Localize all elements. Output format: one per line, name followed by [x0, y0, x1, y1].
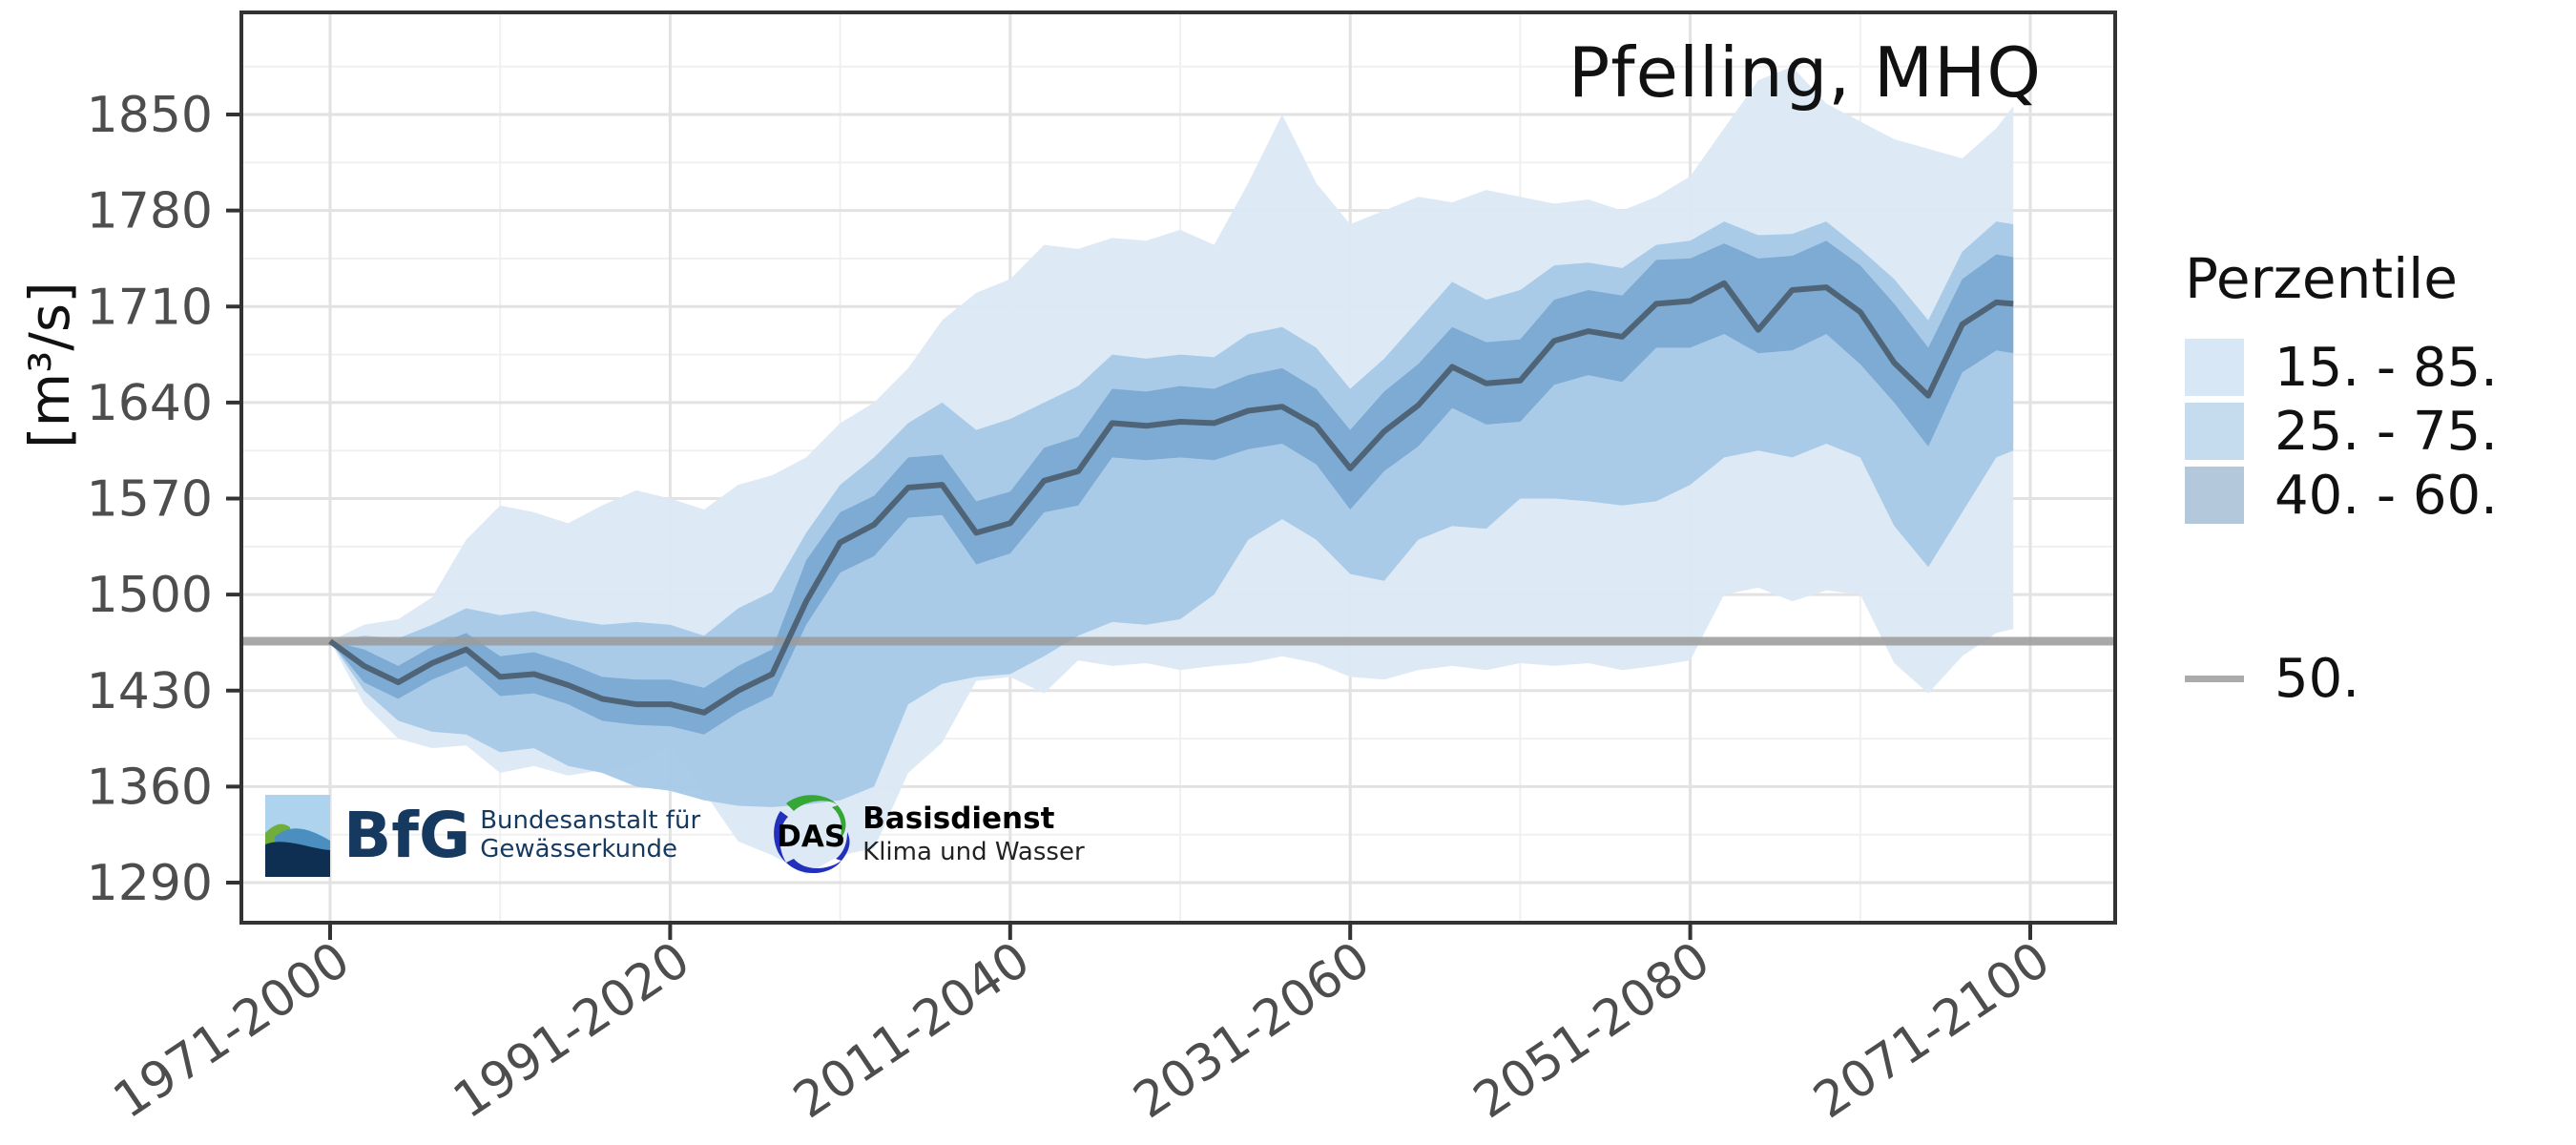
plot-area — [241, 12, 2115, 923]
bfg-name: Bundesanstalt für Gewässerkunde — [480, 806, 701, 864]
legend-title: Perzentile — [2185, 246, 2458, 311]
legend-item-median-label: 50. — [2275, 647, 2360, 710]
legend-item-band-1: 25. - 75. — [2185, 400, 2566, 463]
y-tick-label: 1570 — [87, 471, 213, 529]
y-tick-label: 1500 — [87, 567, 213, 624]
das-acronym: DAS — [777, 820, 846, 854]
x-tick-label: 2011-2040 — [784, 931, 1041, 1130]
y-tick-label: 1850 — [87, 87, 213, 144]
bfg-flag-icon — [265, 795, 330, 877]
logos: BfG Bundesanstalt für Gewässerkunde DAS … — [265, 790, 1085, 882]
legend-item-label-0: 15. - 85. — [2275, 336, 2498, 399]
legend-swatch-1 — [2185, 403, 2244, 460]
legend-item-label-1: 25. - 75. — [2275, 400, 2498, 463]
x-tick-label: 1971-2000 — [104, 931, 361, 1130]
x-tick-label: 2051-2080 — [1464, 931, 1720, 1130]
y-axis-label: [m³/s] — [17, 281, 82, 448]
x-tick-label: 1991-2020 — [444, 931, 700, 1130]
legend-items: 15. - 85. 25. - 75. 40. - 60. — [2185, 336, 2566, 527]
das-line1: Basisdienst — [862, 801, 1055, 836]
legend: Perzentile 15. - 85. 25. - 75. 40. - 60. 5… — [2185, 246, 2566, 710]
y-tick-label: 1780 — [87, 183, 213, 240]
x-tick-label: 2071-2100 — [1804, 931, 2061, 1130]
das-service-name: Basisdienst Klima und Wasser — [862, 802, 1085, 869]
y-tick-label: 1710 — [87, 279, 213, 336]
legend-item-median: 50. — [2185, 647, 2566, 710]
y-tick-label: 1360 — [87, 759, 213, 816]
y-tick-label: 1640 — [87, 375, 213, 432]
legend-item-band-2: 40. - 60. — [2185, 464, 2566, 527]
bfg-name-line2: Gewässerkunde — [480, 835, 678, 864]
legend-item-label-2: 40. - 60. — [2275, 464, 2498, 527]
median-line — [328, 280, 2014, 716]
bfg-name-line1: Bundesanstalt für — [480, 806, 701, 836]
panel-border — [239, 10, 2117, 925]
legend-swatch-2 — [2185, 467, 2244, 524]
legend-item-band-0: 15. - 85. — [2185, 336, 2566, 399]
das-logo-icon: DAS — [767, 790, 855, 882]
median-line-swatch — [2185, 675, 2244, 682]
das-line2: Klima und Wasser — [862, 837, 1085, 866]
band-40-60 — [330, 240, 2014, 735]
chart-title: Pfelling, MHQ — [1568, 32, 2042, 113]
x-tick-label: 2031-2060 — [1124, 931, 1381, 1130]
y-tick-label: 1430 — [87, 663, 213, 720]
legend-swatch-0 — [2185, 339, 2244, 396]
bfg-acronym: BfG — [343, 799, 471, 872]
y-tick-label: 1290 — [87, 855, 213, 912]
